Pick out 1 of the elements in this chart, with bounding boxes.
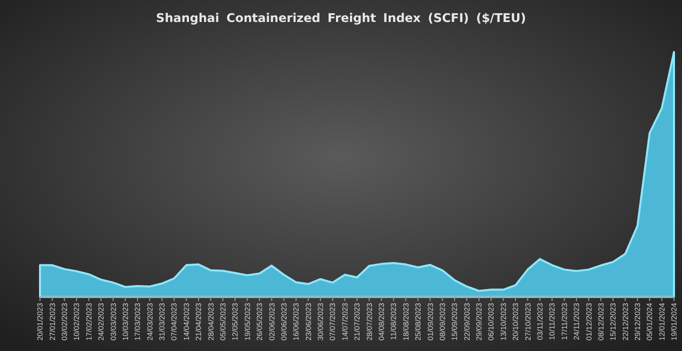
chart-title: Shanghai Containerized Freight Index (SCFI) ($/TEU) xyxy=(156,11,526,25)
